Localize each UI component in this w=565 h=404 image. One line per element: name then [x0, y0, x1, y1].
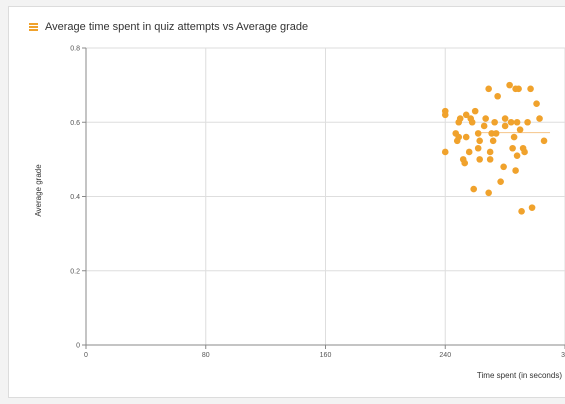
data-point	[441, 148, 449, 156]
data-point	[512, 167, 519, 174]
y-tick-label: 0.4	[70, 194, 80, 201]
data-point	[462, 133, 470, 141]
data-point	[441, 111, 449, 119]
y-axis-title: Average grade	[34, 164, 43, 217]
data-point	[456, 115, 464, 122]
data-point	[513, 118, 521, 126]
data-point	[513, 152, 521, 159]
data-point	[462, 111, 470, 119]
data-point	[486, 156, 494, 163]
data-point	[482, 115, 489, 122]
data-point	[476, 156, 483, 163]
data-point	[536, 115, 543, 122]
data-point	[468, 118, 476, 126]
x-tick-label: 32	[561, 352, 565, 359]
data-point	[471, 107, 479, 115]
data-point	[509, 144, 516, 152]
x-tick-label: 240	[439, 352, 451, 359]
data-point	[533, 100, 540, 107]
data-point	[474, 144, 482, 152]
data-point	[524, 118, 531, 126]
data-point	[489, 137, 497, 145]
data-point	[528, 204, 536, 211]
bar-menu-icon[interactable]	[29, 23, 38, 31]
data-point	[501, 115, 509, 122]
x-tick-label: 80	[202, 352, 210, 359]
data-point	[486, 148, 494, 156]
data-point	[506, 81, 513, 89]
x-tick-label: 0	[84, 352, 88, 359]
data-point	[492, 130, 500, 137]
x-tick-label: 160	[320, 352, 332, 359]
chart-title: Average time spent in quiz attempts vs A…	[45, 21, 309, 33]
data-point	[480, 122, 488, 130]
data-point	[494, 92, 501, 100]
data-point	[527, 85, 534, 93]
data-point	[497, 178, 504, 185]
data-point	[470, 185, 477, 193]
data-point	[501, 122, 509, 130]
data-point	[540, 137, 548, 145]
data-point	[516, 126, 524, 133]
chart-panel: Average time spent in quiz attempts vs A…	[8, 6, 565, 398]
data-point	[491, 118, 498, 126]
data-point	[474, 130, 482, 137]
data-point	[518, 208, 525, 215]
data-point	[476, 137, 483, 145]
chart-header: Average time spent in quiz attempts vs A…	[29, 21, 308, 33]
data-point	[507, 118, 515, 126]
y-tick-label: 0.8	[70, 46, 80, 53]
data-point	[485, 189, 492, 197]
data-point	[510, 133, 518, 141]
y-tick-label: 0	[76, 343, 80, 350]
data-point	[455, 133, 463, 141]
data-point	[521, 148, 528, 156]
x-axis-title: Time spent (in seconds)	[477, 371, 562, 380]
y-tick-label: 0.6	[70, 120, 80, 127]
data-point	[461, 159, 469, 167]
data-point	[515, 85, 522, 93]
data-point	[500, 163, 507, 171]
y-tick-label: 0.2	[70, 268, 80, 275]
data-point	[465, 148, 473, 156]
data-point	[485, 85, 492, 93]
